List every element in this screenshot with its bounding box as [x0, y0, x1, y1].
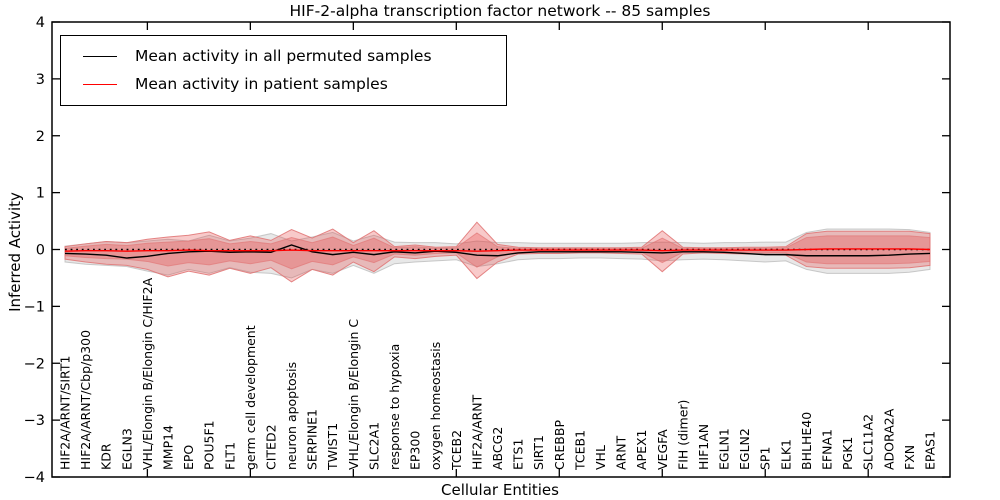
- x-tick-label: EGLN1: [717, 428, 732, 470]
- y-axis-label: Inferred Activity: [6, 192, 24, 312]
- legend-label-patient: Mean activity in patient samples: [135, 75, 388, 93]
- x-tick-label: EPO: [181, 445, 196, 470]
- y-tick-label: −3: [24, 413, 45, 429]
- x-tick-label: SERPINE1: [305, 409, 320, 470]
- x-tick-label: response to hypoxia: [387, 344, 402, 470]
- x-tick-label: FLT1: [222, 442, 237, 470]
- x-tick-label: HIF2A/ARNT: [469, 394, 484, 470]
- legend-item-permuted: Mean activity in all permuted samples: [73, 42, 506, 70]
- x-tick-label: PGK1: [840, 437, 855, 470]
- legend: Mean activity in all permuted samples Me…: [60, 35, 507, 106]
- x-tick-label: FXN: [902, 445, 917, 470]
- y-tick-label: 1: [36, 186, 45, 202]
- x-tick-label: germ cell development: [243, 325, 258, 470]
- x-tick-label: EFNA1: [820, 429, 835, 470]
- legend-item-patient: Mean activity in patient samples: [73, 70, 506, 98]
- x-tick-label: ARNT: [614, 435, 629, 470]
- x-tick-label: ADORA2A: [881, 408, 896, 470]
- x-tick-label: SLC11A2: [861, 414, 876, 470]
- x-tick-label: APEX1: [634, 429, 649, 470]
- x-tick-label: VHL/Elongin B/Elongin C: [346, 319, 361, 470]
- patient-mean-line: [64, 248, 931, 252]
- x-tick-label: EP300: [408, 431, 423, 470]
- x-tick-label: TWIST1: [325, 423, 340, 471]
- y-tick-label: 0: [36, 243, 45, 259]
- x-tick-label: CREBBP: [552, 420, 567, 470]
- x-tick-label: SLC2A1: [366, 422, 381, 470]
- legend-line-sample-permuted: [83, 55, 117, 57]
- x-tick-label: KDR: [99, 443, 114, 470]
- x-tick-label: HIF1AN: [696, 424, 711, 470]
- x-tick-label: ETS1: [511, 439, 526, 470]
- x-tick-label: VEGFA: [655, 429, 670, 470]
- x-tick-label: neuron apoptosis: [284, 362, 299, 470]
- x-tick-label: TCEB2: [449, 430, 464, 471]
- x-tick-label: TCEB1: [572, 430, 587, 471]
- legend-line-sample-patient: [83, 83, 117, 85]
- x-tick-label: EGLN3: [119, 428, 134, 470]
- x-axis-label: Cellular Entities: [441, 481, 559, 499]
- x-tick-label: ELK1: [778, 439, 793, 470]
- y-tick-label: 3: [36, 72, 45, 88]
- x-tick-label: SIRT1: [531, 435, 546, 470]
- x-tick-label: FIH (dimer): [675, 400, 690, 470]
- x-tick-label: POU5F1: [202, 420, 217, 470]
- x-tick-label: EPAS1: [923, 431, 938, 470]
- x-tick-label: VHL/Elongin B/Elongin C/HIF2A: [140, 277, 155, 470]
- y-tick-label: 2: [36, 129, 45, 145]
- x-tick-label: CITED2: [263, 424, 278, 470]
- patient-samples-std-outer-band: [64, 221, 931, 283]
- legend-label-permuted: Mean activity in all permuted samples: [135, 47, 432, 65]
- x-tick-label: oxygen homeostasis: [428, 342, 443, 470]
- y-tick-label: −4: [24, 470, 45, 486]
- x-tick-label: VHL: [593, 445, 608, 470]
- x-tick-label: HIF2A/ARNT/Cbp/p300: [78, 330, 93, 470]
- x-tick-label: BHLHE40: [799, 412, 814, 470]
- x-tick-label: EGLN2: [737, 428, 752, 470]
- x-tick-label: HIF2A/ARNT/SIRT1: [58, 356, 73, 470]
- y-tick-label: −2: [24, 356, 45, 372]
- x-tick-label: ABCG2: [490, 427, 505, 470]
- y-tick-label: 4: [36, 15, 45, 31]
- y-tick-label: −1: [24, 299, 45, 315]
- x-tick-label: SP1: [758, 447, 773, 470]
- chart-title: HIF-2-alpha transcription factor network…: [289, 2, 711, 20]
- x-tick-label: MMP14: [160, 425, 175, 470]
